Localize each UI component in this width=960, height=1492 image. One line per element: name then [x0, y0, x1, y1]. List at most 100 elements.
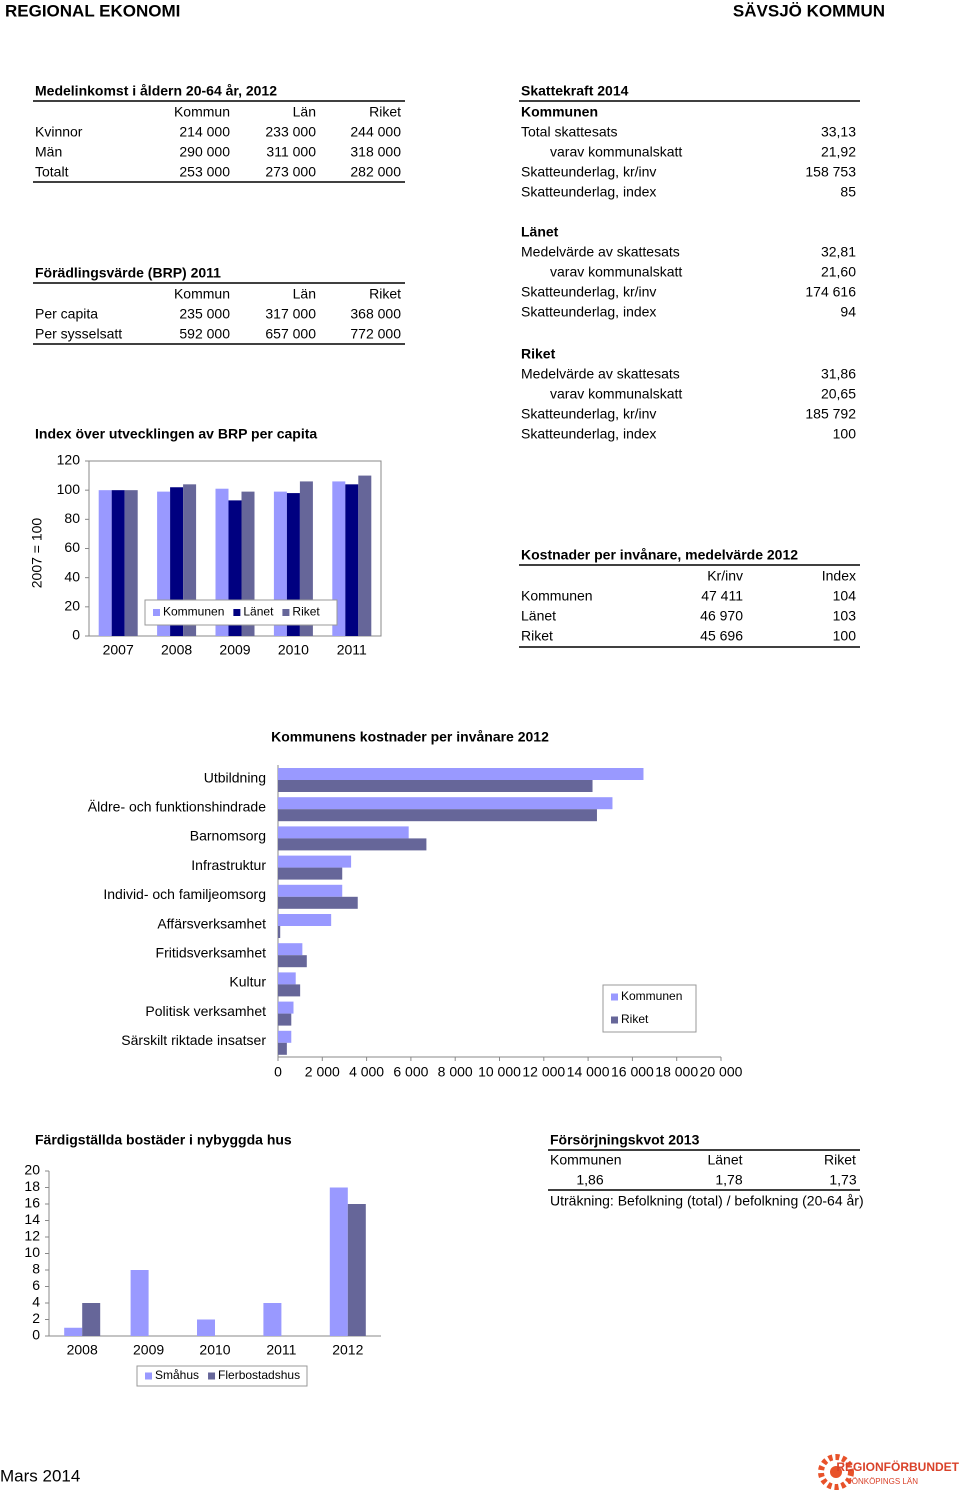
y-tick-label: Affärsverksamhet	[157, 915, 266, 931]
legend-swatch	[208, 1372, 216, 1380]
y-tick-label: 80	[64, 510, 80, 526]
cell: 185 792	[805, 406, 856, 422]
column-header: Riket	[369, 286, 401, 302]
cell: 158 753	[805, 164, 856, 180]
table-title: Medelinkomst i åldern 20-64 år, 2012	[35, 83, 277, 99]
row-label: Skatteunderlag, kr/inv	[521, 284, 656, 300]
footer-date: Mars 2014	[0, 1466, 80, 1485]
y-tick-label: Fritidsverksamhet	[156, 945, 267, 961]
cell: 174 616	[805, 284, 856, 300]
bar	[111, 490, 125, 636]
bar	[278, 914, 332, 926]
row-label: Skatteunderlag, index	[521, 304, 656, 320]
y-tick-label: 16	[24, 1195, 40, 1211]
x-tick-label: 10 000	[478, 1064, 521, 1080]
bar	[124, 490, 138, 636]
row-label: Riket	[521, 628, 553, 644]
cell: 100	[833, 628, 857, 644]
cell: 253 000	[179, 164, 230, 180]
row-label: Medelvärde av skattesats	[521, 366, 680, 382]
row-label: varav kommunalskatt	[550, 144, 682, 160]
y-tick-label: 60	[64, 539, 80, 555]
legend-swatch	[153, 609, 160, 616]
row-label: Per sysselsatt	[35, 326, 122, 342]
cell: 214 000	[179, 124, 230, 140]
x-tick-label: 0	[274, 1064, 282, 1080]
bar	[278, 1030, 292, 1043]
legend-box	[602, 984, 697, 1033]
cell: 592 000	[179, 326, 230, 342]
bar	[278, 955, 307, 968]
y-tick-label: Individ- och familjeomsorg	[103, 886, 266, 902]
bar	[278, 797, 613, 810]
legend-box	[144, 599, 338, 626]
legend-entry: Kommunen	[621, 989, 682, 1003]
cell: 85	[840, 184, 856, 200]
chart-title: Index över utvecklingen av BRP per capit…	[35, 426, 317, 442]
bar	[170, 487, 184, 636]
column-header: Län	[293, 286, 316, 302]
bar	[358, 475, 372, 636]
y-tick-label: 14	[24, 1211, 40, 1227]
cell: 94	[840, 304, 856, 320]
column-header: Kr/inv	[707, 568, 743, 584]
cell: 317 000	[265, 306, 316, 322]
y-tick-label: Särskilt riktade insatser	[121, 1032, 266, 1048]
bar	[278, 780, 593, 792]
cell: 103	[833, 608, 857, 624]
x-tick-label: 2009	[219, 642, 250, 658]
bar	[278, 1001, 294, 1014]
legend-entry: Flerbostadshus	[218, 1368, 300, 1382]
cell: 282 000	[350, 164, 401, 180]
row-label: Kvinnor	[35, 124, 83, 140]
bar	[278, 926, 281, 938]
x-tick-label: 2011	[337, 642, 367, 658]
y-tick-label: 10	[24, 1244, 40, 1260]
x-tick-label: 2010	[199, 1342, 230, 1358]
x-tick-label: 8 000	[438, 1064, 473, 1080]
cell: 33,13	[821, 124, 856, 140]
column-header: Län	[293, 104, 316, 120]
bar	[299, 481, 313, 636]
section-title: Riket	[521, 346, 556, 362]
x-tick-label: 16 000	[611, 1064, 654, 1080]
table-title: Förädlingsvärde (BRP) 2011	[35, 265, 221, 281]
legend-swatch	[145, 1372, 152, 1380]
bar	[278, 838, 427, 851]
row-label: Män	[35, 144, 62, 160]
chart-title: Färdigställda bostäder i nybyggda hus	[35, 1132, 292, 1148]
logo-ring	[818, 1454, 854, 1490]
column-header: Riket	[369, 104, 401, 120]
legend-box	[136, 1365, 308, 1387]
bar	[278, 768, 644, 780]
cell: 45 696	[700, 628, 743, 644]
bar	[130, 1270, 149, 1336]
y-tick-label: 12	[24, 1228, 40, 1244]
table-title: Skattekraft 2014	[521, 83, 629, 99]
x-tick-label: 6 000	[393, 1064, 428, 1080]
cell: 233 000	[265, 124, 316, 140]
row-label: Per capita	[35, 306, 98, 322]
bar	[278, 896, 358, 909]
y-tick-label: 20	[24, 1162, 40, 1178]
y-tick-label: 2	[32, 1310, 40, 1326]
y-tick-label: 0	[72, 627, 80, 643]
cell: 21,92	[821, 144, 856, 160]
legend-entry: Länet	[243, 605, 274, 619]
x-tick-label: 2007	[103, 642, 134, 658]
legend-swatch	[611, 1016, 618, 1024]
bar	[263, 1303, 282, 1336]
cell: 318 000	[350, 144, 401, 160]
table-title: Kostnader per invånare, medelvärde 2012	[521, 547, 798, 563]
x-tick-label: 2011	[266, 1342, 296, 1358]
header-left: REGIONAL EKONOMI	[5, 1, 180, 20]
y-tick-label: 4	[32, 1294, 40, 1310]
cell: 32,81	[821, 244, 856, 260]
cell: 46 970	[700, 608, 743, 624]
row-label: varav kommunalskatt	[550, 264, 682, 280]
legend-entry: Riket	[621, 1012, 649, 1026]
x-tick-label: 2009	[133, 1342, 164, 1358]
x-tick-label: 2008	[67, 1342, 98, 1358]
row-label: Medelvärde av skattesats	[521, 244, 680, 260]
